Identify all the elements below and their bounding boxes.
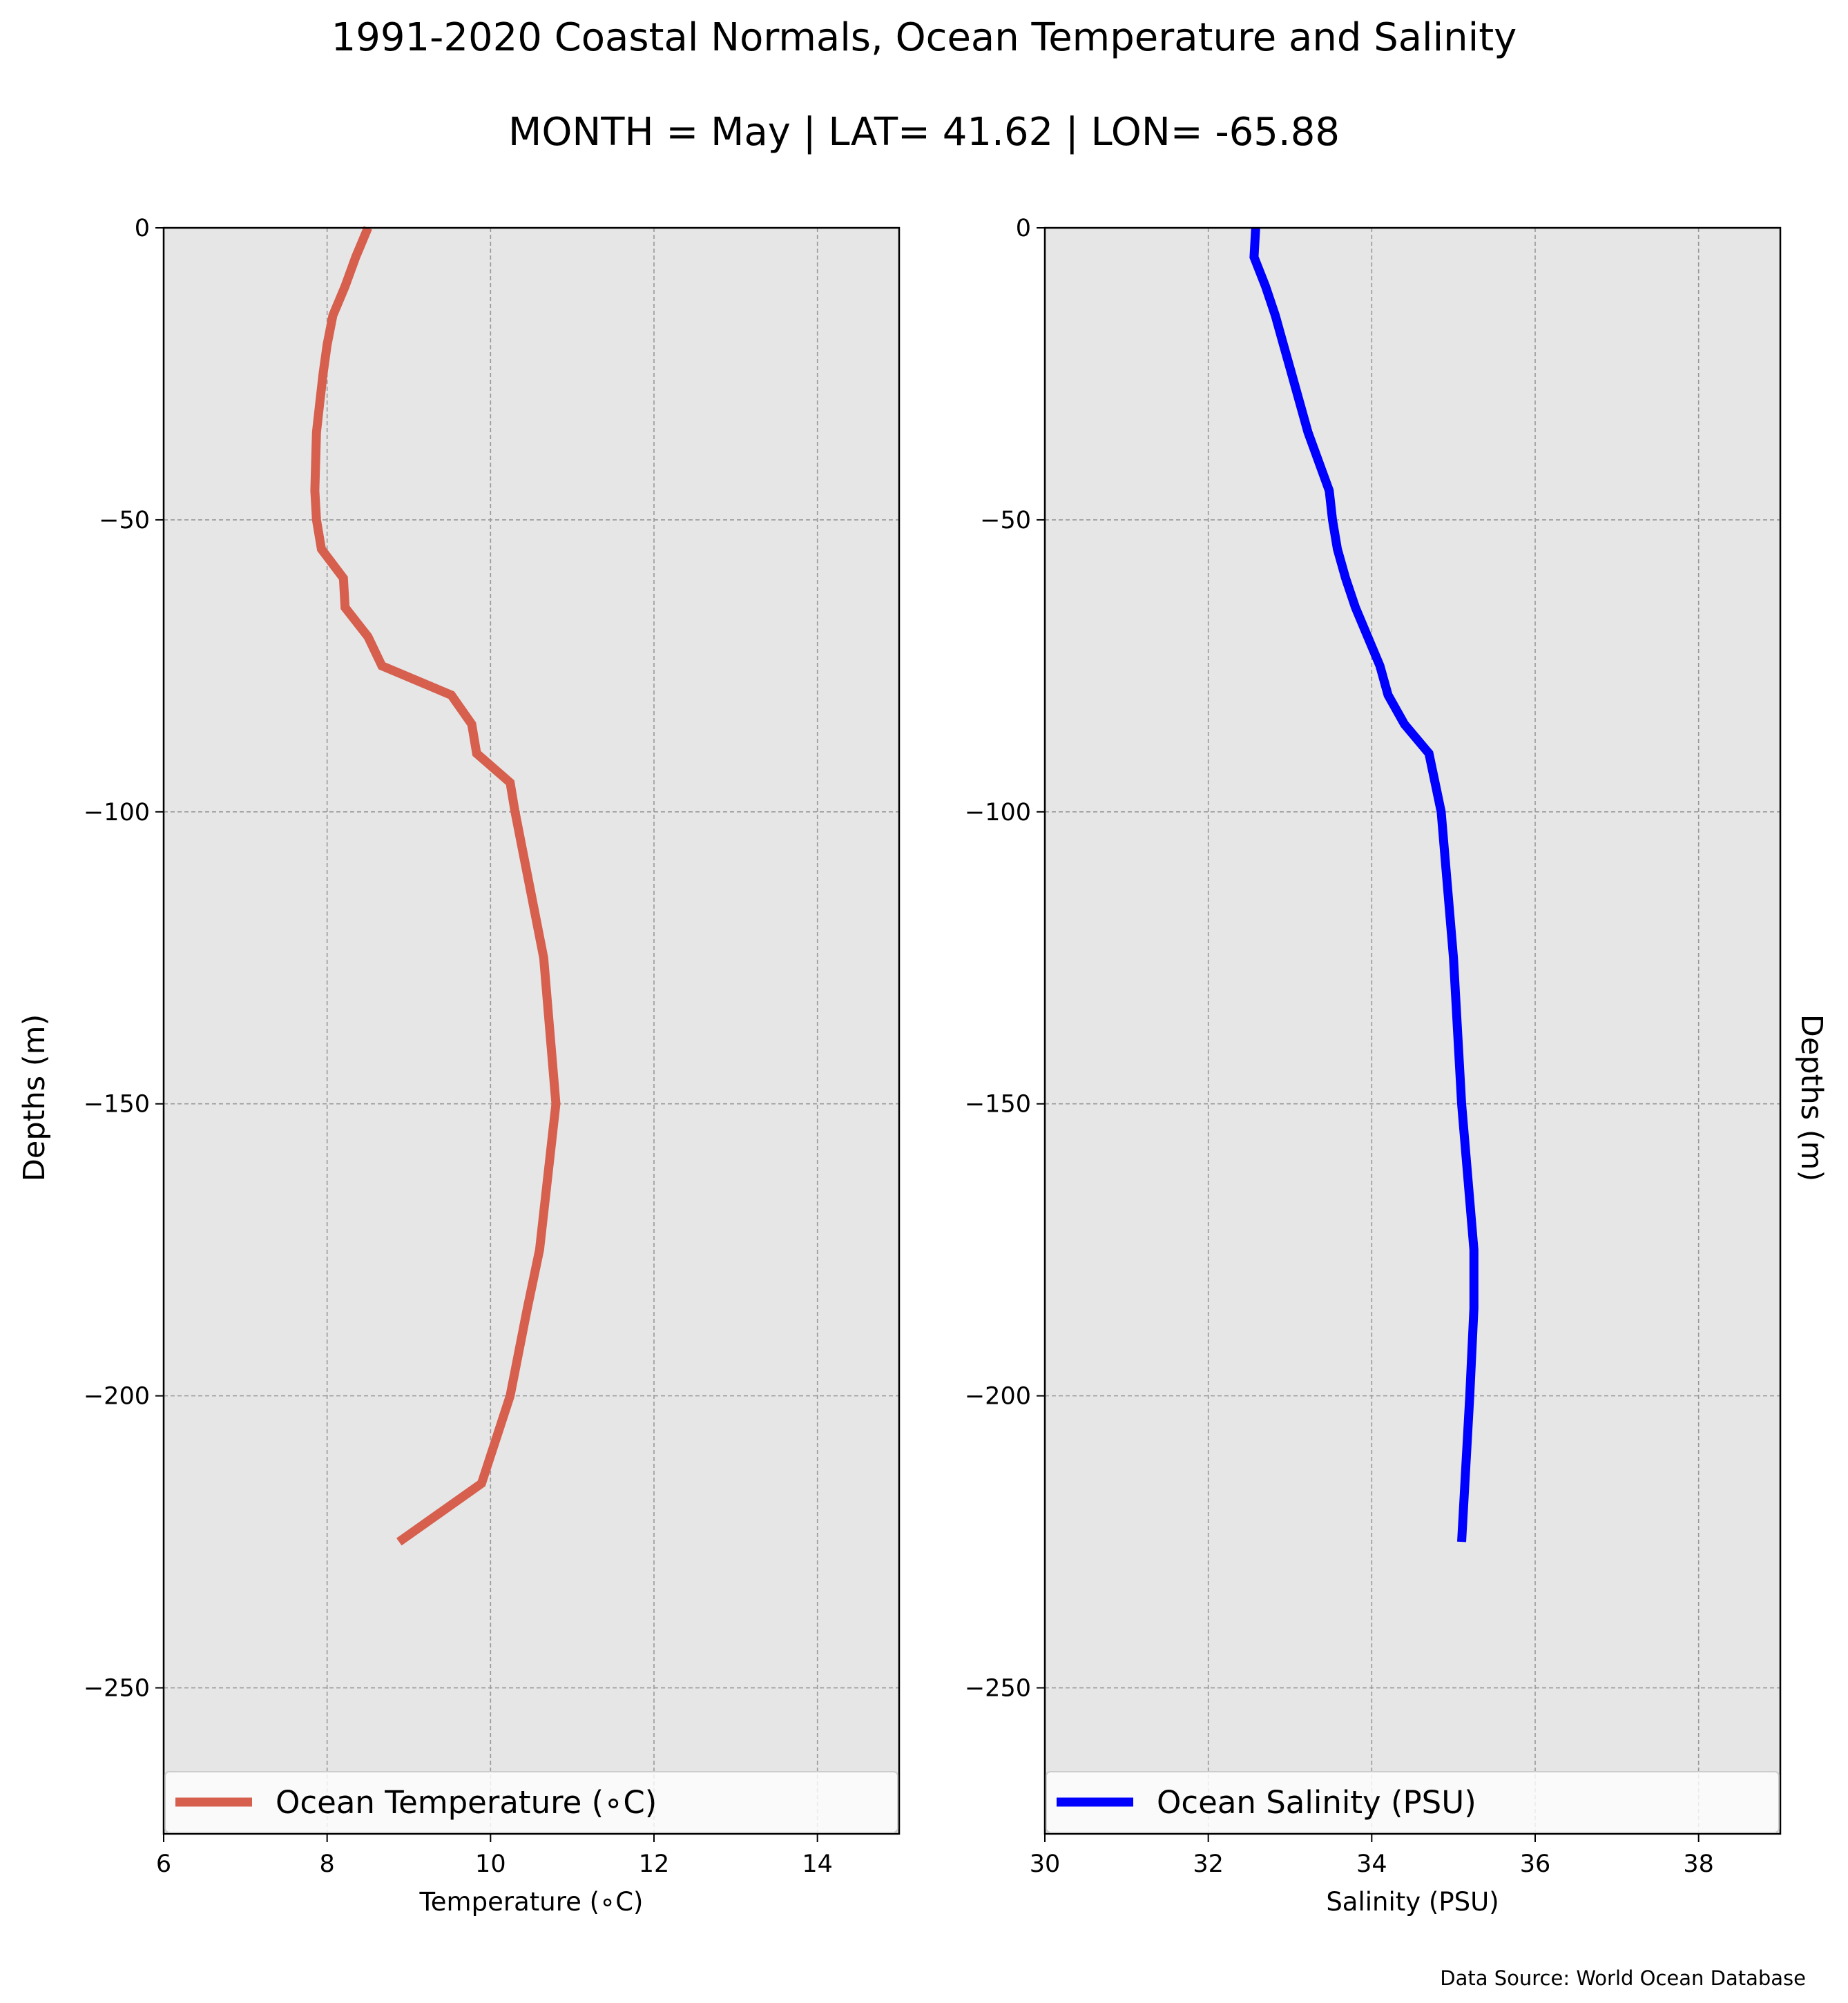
sal-legend: Ocean Salinity (PSU) [1046,1771,1780,1833]
temp-x-axis-label: Temperature (∘C) [418,1887,643,1917]
temp-x-tick-label: 14 [802,1850,833,1878]
data-source-note: Data Source: World Ocean Database [1440,1966,1806,1990]
sal-axes-frame [1043,226,1782,1835]
temp-y-tick-label: −100 [84,799,150,826]
temp-axes-frame [162,226,901,1835]
temp-x-tick-label: 12 [639,1850,670,1878]
temp-x-tick-label: 10 [475,1850,506,1878]
temp-y-tick-label: −250 [84,1675,150,1703]
sal-y-tick-label: −200 [965,1383,1031,1411]
sal-x-axis-label: Salinity (PSU) [1326,1887,1499,1917]
right-y-axis-label: Depths (m) [1794,1014,1829,1181]
temp-series-line [310,226,561,1546]
temp-legend-label: Ocean Temperature (∘C) [276,1784,657,1821]
sal-y-tick-label: −150 [965,1091,1031,1119]
temp-x-tick-label: 8 [320,1850,335,1878]
sal-x-tick-label: 38 [1683,1850,1714,1878]
sal-y-tick-label: 0 [1016,215,1031,242]
salinity-panel: 30 32 34 36 38 0 −50 −100 −150 −200 −250 Salinity (… [965,215,1782,1917]
temp-y-tick-label: −50 [99,507,150,534]
sal-legend-label: Ocean Salinity (PSU) [1157,1784,1476,1821]
sal-x-tick-label: 34 [1356,1850,1387,1878]
sal-y-tick-label: −50 [980,507,1031,534]
sal-plot-area [1045,228,1780,1834]
temp-x-tick-label: 6 [156,1850,171,1878]
temp-legend-box [164,1771,898,1833]
sal-y-tick-label: −100 [965,799,1031,826]
left-y-axis-label: Depths (m) [17,1014,52,1181]
temp-y-tick-label: −150 [84,1091,150,1119]
temp-y-tick-label: 0 [135,215,150,242]
sal-x-tick-label: 30 [1030,1850,1061,1878]
sal-y-tick-label: −250 [965,1675,1031,1703]
sal-x-tick-label: 36 [1520,1850,1551,1878]
sal-x-tick-label: 32 [1193,1850,1224,1878]
temp-legend: Ocean Temperature (∘C) [164,1771,898,1833]
temp-y-tick-label: −200 [84,1383,150,1411]
sal-legend-box [1046,1771,1780,1833]
sal-series-line [1249,227,1479,1542]
temp-plot-area [164,228,899,1834]
chart-subtitle: MONTH = May | LAT= 41.62 | LON= -65.88 [508,110,1340,155]
chart-title: 1991-2020 Coastal Normals, Ocean Tempera… [331,15,1517,60]
temperature-panel: 6 8 10 12 14 0 −50 −100 −150 −200 −250 Temperature … [84,215,901,1917]
